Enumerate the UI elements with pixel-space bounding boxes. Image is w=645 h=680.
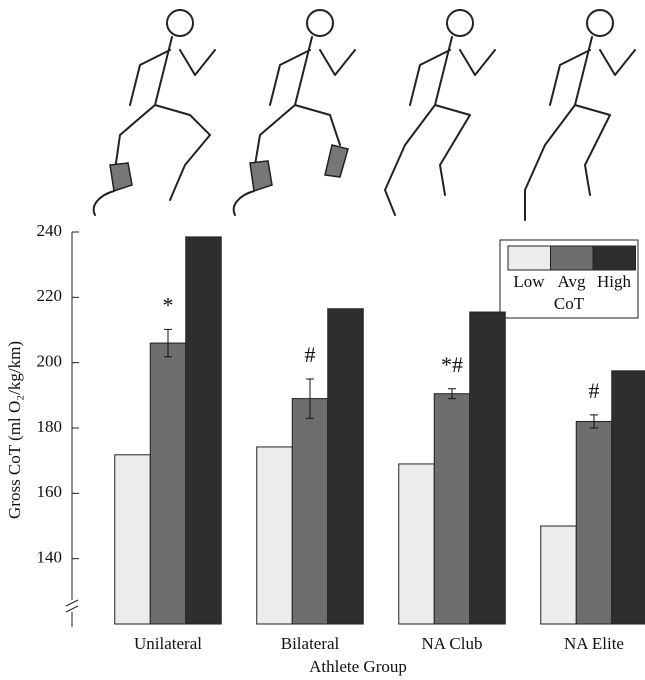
y-tick-label: 180 (37, 417, 63, 436)
y-tick-label: 140 (37, 548, 63, 567)
bar (185, 236, 222, 625)
error-bar (164, 328, 172, 358)
bar (611, 370, 645, 625)
bar (327, 308, 364, 625)
y-axis-label: Gross CoT (ml O₂/kg/km) (5, 341, 24, 519)
runner-na-elite (524, 9, 636, 221)
significance-mark: # (305, 342, 316, 367)
bar (149, 342, 187, 625)
legend-label: High (597, 272, 632, 291)
bar (469, 311, 506, 625)
x-tick-label: Bilateral (281, 634, 340, 653)
x-tick-label: NA Elite (564, 634, 624, 653)
legend-label: Avg (557, 272, 586, 291)
x-tick-label: NA Club (422, 634, 483, 653)
significance-mark: # (589, 378, 600, 403)
legend-title: CoT (554, 294, 585, 313)
bar (291, 398, 329, 625)
significance-mark: *# (441, 352, 463, 377)
bar (398, 463, 435, 625)
bar (575, 420, 613, 625)
bar (114, 454, 151, 625)
y-tick-label: 200 (37, 352, 63, 371)
axis-break (65, 599, 79, 613)
legend-label: Low (513, 272, 545, 291)
legend-swatch (592, 245, 636, 271)
legend-swatch (507, 245, 551, 271)
bar (256, 446, 293, 625)
runner-na-club (384, 9, 496, 216)
runner-unilateral (92, 9, 216, 216)
x-tick-label: Unilateral (134, 634, 202, 653)
legend-swatch (550, 245, 594, 271)
y-tick-label: 240 (37, 221, 63, 240)
error-bar (306, 378, 314, 419)
y-tick-label: 220 (37, 286, 63, 305)
error-bar (448, 388, 456, 400)
error-bar (590, 414, 598, 429)
x-axis-label: Athlete Group (309, 657, 407, 676)
y-tick-label: 160 (37, 482, 63, 501)
runner-illustrations (92, 9, 636, 221)
bar (433, 393, 471, 625)
runner-bilateral (232, 9, 356, 216)
bar (540, 525, 577, 625)
significance-mark: * (163, 292, 174, 317)
